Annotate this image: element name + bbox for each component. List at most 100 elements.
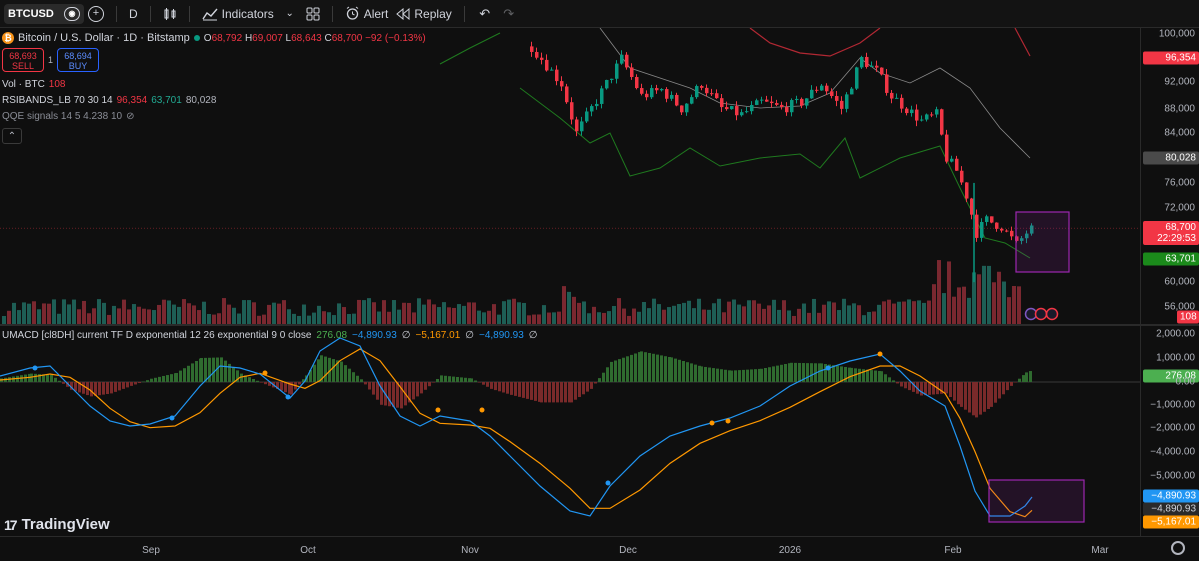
volume-bar bbox=[757, 303, 761, 324]
redo-icon: ↷ bbox=[503, 5, 515, 21]
histogram-bar bbox=[396, 382, 399, 408]
layouts-button[interactable] bbox=[302, 3, 324, 25]
volume-bar bbox=[357, 299, 361, 324]
candle-body bbox=[615, 63, 619, 79]
volume-bar bbox=[512, 298, 516, 324]
volume-bar bbox=[657, 304, 661, 324]
histogram-bar bbox=[818, 363, 821, 382]
redo-button[interactable]: ↷ bbox=[497, 3, 521, 25]
histogram-bar bbox=[248, 377, 251, 382]
volume-bars bbox=[2, 260, 1021, 324]
histogram-bar bbox=[464, 377, 467, 382]
pane-divider[interactable] bbox=[0, 324, 1199, 326]
volume-bar bbox=[937, 260, 941, 324]
histogram-bar bbox=[62, 382, 65, 384]
histogram-bar bbox=[690, 363, 693, 382]
volume-bar bbox=[402, 302, 406, 324]
eye-icon[interactable]: ◉ bbox=[64, 6, 80, 21]
histogram-bar bbox=[582, 382, 585, 395]
volume-bar bbox=[742, 306, 746, 324]
volume-bar bbox=[177, 306, 181, 324]
histogram-bar bbox=[908, 382, 911, 391]
hidden-eye-icon[interactable]: ⊘ bbox=[126, 110, 135, 122]
volume-bar bbox=[1007, 297, 1011, 324]
volume-bar bbox=[627, 315, 631, 324]
volume-bar bbox=[302, 304, 306, 324]
buy-button[interactable]: 68,694 BUY bbox=[57, 48, 100, 72]
histogram-bar bbox=[309, 370, 312, 382]
histogram-bar bbox=[134, 382, 137, 385]
candle-body bbox=[950, 158, 954, 162]
volume-bar bbox=[142, 308, 146, 324]
volume-bar bbox=[202, 301, 206, 324]
histogram-bar bbox=[317, 359, 320, 382]
candle-body bbox=[975, 214, 979, 238]
volume-bar bbox=[317, 305, 321, 324]
volume-bar bbox=[752, 300, 756, 324]
macd-tick: −1,000.00 bbox=[1150, 399, 1195, 411]
chart-type-button[interactable] bbox=[159, 3, 181, 25]
time-tick: Oct bbox=[300, 545, 316, 556]
macd-value: −4,890.93 bbox=[352, 330, 397, 341]
alert-button[interactable]: Alert bbox=[341, 3, 393, 25]
time-axis[interactable]: Sep Oct Nov Dec 2026 Feb Mar bbox=[0, 536, 1199, 561]
histogram-bar bbox=[840, 366, 843, 382]
price-tick: 72,000 bbox=[1164, 202, 1195, 214]
histogram-bar bbox=[602, 372, 605, 382]
candle-body bbox=[595, 103, 599, 107]
collapse-legend-button[interactable]: ⌃ bbox=[2, 128, 22, 144]
settings-gear-icon[interactable] bbox=[1171, 541, 1185, 555]
histogram-bar bbox=[200, 358, 203, 382]
volume-bar bbox=[847, 305, 851, 324]
histogram-bar bbox=[594, 382, 597, 384]
histogram-bar bbox=[742, 369, 745, 382]
rsi-mid-value: 80,028 bbox=[185, 94, 217, 106]
histogram-bar bbox=[158, 376, 161, 382]
histogram-bar bbox=[668, 357, 671, 382]
volume-bar bbox=[412, 312, 416, 324]
histogram-bar bbox=[630, 354, 633, 382]
candle-body bbox=[875, 65, 879, 68]
replay-button[interactable]: Replay bbox=[392, 3, 455, 25]
volume-bar bbox=[282, 300, 286, 324]
volume-bar bbox=[952, 296, 956, 324]
histogram-bar bbox=[1014, 382, 1017, 383]
candle-body bbox=[1025, 233, 1029, 239]
volume-bar bbox=[227, 304, 231, 324]
compare-button[interactable]: + bbox=[84, 3, 108, 25]
histogram-bar bbox=[870, 370, 873, 382]
tradingview-logo[interactable]: 17 TradingView bbox=[4, 516, 110, 533]
sell-button[interactable]: 68,693 SELL bbox=[2, 48, 44, 72]
price-axis[interactable]: 100,000 96,354 92,000 88,000 84,000 80,0… bbox=[1140, 28, 1199, 536]
rsi-bands-legend-row[interactable]: RSIBANDS_LB 70 30 14 96,354 63,701 80,02… bbox=[0, 92, 426, 108]
highlight-box bbox=[988, 479, 1085, 523]
histogram-bar bbox=[82, 382, 85, 394]
histogram-bar bbox=[772, 366, 775, 382]
histogram-bar bbox=[538, 382, 541, 402]
crossover-dot bbox=[32, 365, 38, 371]
histogram-bar bbox=[698, 365, 701, 382]
histogram-bar bbox=[708, 367, 711, 382]
chevron-up-icon: ⌃ bbox=[7, 130, 17, 142]
volume-bar bbox=[582, 301, 586, 324]
volume-bar bbox=[422, 304, 426, 324]
undo-button[interactable]: ↶ bbox=[473, 3, 497, 25]
qqe-legend-row[interactable]: QQE signals 14 5 4.238 10 ⊘ bbox=[0, 108, 426, 124]
volume-legend-row[interactable]: Vol · BTC 108 bbox=[0, 76, 426, 92]
volume-bar bbox=[477, 310, 481, 324]
volume-bar bbox=[992, 282, 996, 324]
macd-legend[interactable]: UMACD [cl8DH] current TF D exponential 1… bbox=[2, 330, 537, 341]
volume-bar bbox=[602, 312, 606, 324]
volume-bar bbox=[662, 309, 666, 324]
histogram-bar bbox=[154, 377, 157, 382]
symbol-search[interactable]: BTCUSD ◉ bbox=[4, 3, 84, 24]
candle-body bbox=[740, 112, 744, 116]
macd-chart[interactable] bbox=[0, 326, 1140, 536]
indicators-dropdown[interactable]: ⌄ bbox=[278, 3, 302, 25]
histogram-bar bbox=[416, 382, 419, 397]
indicators-button[interactable]: Indicators bbox=[198, 3, 278, 25]
histogram-bar bbox=[1002, 382, 1005, 395]
price-chart[interactable] bbox=[0, 28, 1140, 324]
empty-value: ∅ bbox=[528, 330, 538, 341]
interval-button[interactable]: D bbox=[125, 3, 142, 25]
